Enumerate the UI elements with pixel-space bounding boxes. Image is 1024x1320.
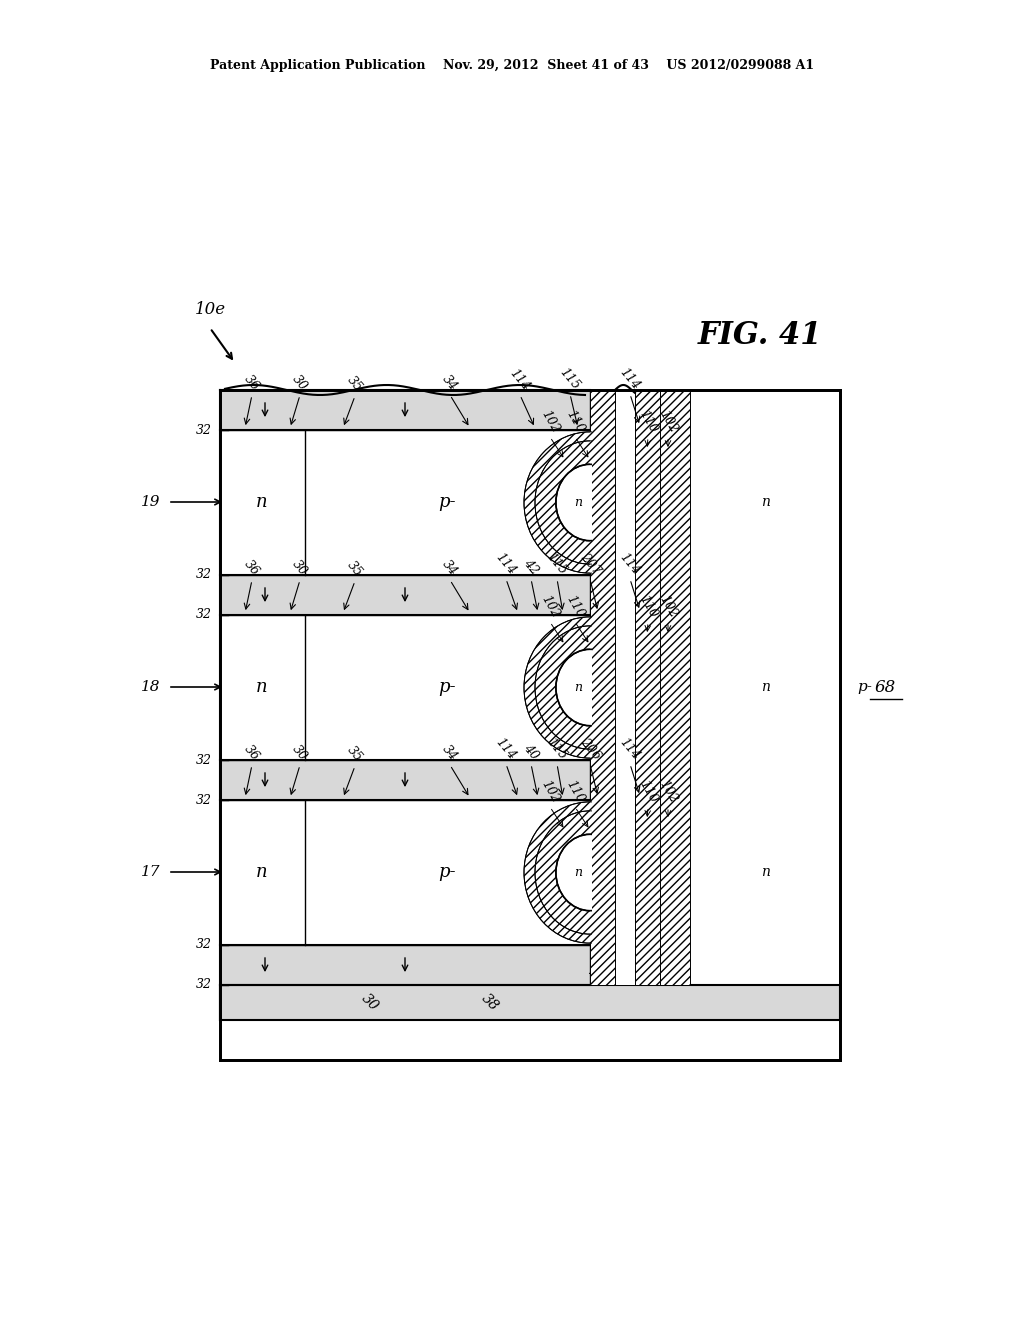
Text: 110: 110 xyxy=(563,777,587,805)
Text: 36: 36 xyxy=(242,557,262,578)
Text: n: n xyxy=(573,681,582,694)
Text: 207: 207 xyxy=(578,550,603,577)
Text: 205: 205 xyxy=(588,964,612,977)
Text: n: n xyxy=(761,680,769,694)
Text: 32: 32 xyxy=(196,569,212,582)
Text: p-: p- xyxy=(438,492,456,511)
Text: 32: 32 xyxy=(196,793,212,807)
Text: Patent Application Publication    Nov. 29, 2012  Sheet 41 of 43    US 2012/02990: Patent Application Publication Nov. 29, … xyxy=(210,58,814,71)
Bar xyxy=(220,945,590,985)
Text: 102: 102 xyxy=(656,408,680,436)
Text: p-: p- xyxy=(857,680,872,694)
Text: 30: 30 xyxy=(290,742,310,763)
Text: 32: 32 xyxy=(196,424,212,437)
Text: 32: 32 xyxy=(196,754,212,767)
Bar xyxy=(220,389,590,430)
Ellipse shape xyxy=(556,465,624,541)
Text: n: n xyxy=(256,678,268,696)
Text: 68: 68 xyxy=(874,678,896,696)
Text: 42: 42 xyxy=(521,557,541,577)
Text: 35: 35 xyxy=(345,374,366,393)
Bar xyxy=(220,615,590,760)
Text: p-: p- xyxy=(438,863,456,880)
Text: 114: 114 xyxy=(494,735,519,762)
Text: 114: 114 xyxy=(617,550,643,577)
Text: n: n xyxy=(573,866,582,879)
Bar xyxy=(615,389,635,420)
Text: 34: 34 xyxy=(440,557,460,578)
Text: n: n xyxy=(573,496,582,510)
Text: 38: 38 xyxy=(479,991,501,1014)
Ellipse shape xyxy=(535,626,645,750)
Ellipse shape xyxy=(524,616,656,758)
Text: 114: 114 xyxy=(617,366,643,392)
Bar xyxy=(220,576,590,615)
Ellipse shape xyxy=(556,649,624,726)
Text: 102: 102 xyxy=(539,408,561,436)
Bar xyxy=(635,389,660,985)
Text: 10e: 10e xyxy=(195,301,226,318)
Text: 115: 115 xyxy=(557,366,583,392)
Bar xyxy=(220,760,590,800)
Bar xyxy=(220,430,590,576)
Bar xyxy=(690,389,840,985)
Text: 34: 34 xyxy=(440,372,460,393)
Text: 32: 32 xyxy=(196,978,212,991)
Text: 110: 110 xyxy=(563,408,587,436)
Text: 110: 110 xyxy=(636,408,659,436)
Text: 36: 36 xyxy=(242,742,262,763)
Text: 30: 30 xyxy=(290,372,310,393)
Text: FIG. 41: FIG. 41 xyxy=(697,319,822,351)
Text: 114: 114 xyxy=(494,550,519,577)
Text: 110: 110 xyxy=(563,593,587,620)
Text: 102: 102 xyxy=(539,593,561,620)
Text: 18: 18 xyxy=(140,680,160,694)
Ellipse shape xyxy=(556,834,624,911)
Text: n: n xyxy=(256,863,268,880)
Text: 40: 40 xyxy=(521,742,541,762)
Text: 32: 32 xyxy=(196,939,212,952)
Ellipse shape xyxy=(535,441,645,564)
Text: n: n xyxy=(761,865,769,879)
Text: 35: 35 xyxy=(345,743,366,764)
Text: 115: 115 xyxy=(545,550,569,577)
Ellipse shape xyxy=(524,801,656,942)
Text: n: n xyxy=(256,492,268,511)
Bar xyxy=(615,389,635,985)
Bar xyxy=(220,985,840,1020)
Ellipse shape xyxy=(524,432,656,573)
Text: 34: 34 xyxy=(440,742,460,763)
Text: 110: 110 xyxy=(636,777,659,805)
Bar xyxy=(590,389,615,985)
Text: 102: 102 xyxy=(656,777,680,805)
Bar xyxy=(220,389,840,1060)
Text: 32: 32 xyxy=(196,609,212,622)
Text: 17: 17 xyxy=(140,865,160,879)
Text: 36: 36 xyxy=(242,372,262,393)
Text: 115: 115 xyxy=(545,735,569,762)
Text: 206: 206 xyxy=(578,735,603,762)
Text: 30: 30 xyxy=(290,557,310,578)
Bar xyxy=(660,389,690,985)
Bar xyxy=(220,800,590,945)
Text: 102: 102 xyxy=(539,777,561,805)
Text: p-: p- xyxy=(438,678,456,696)
Text: 19: 19 xyxy=(140,495,160,510)
Text: 114: 114 xyxy=(507,366,532,393)
Text: 102: 102 xyxy=(656,593,680,620)
Text: 30: 30 xyxy=(358,991,381,1014)
Text: 114: 114 xyxy=(617,735,643,762)
Text: 35: 35 xyxy=(345,558,366,579)
Text: 110: 110 xyxy=(636,593,659,620)
Ellipse shape xyxy=(535,810,645,935)
Text: n: n xyxy=(761,495,769,510)
